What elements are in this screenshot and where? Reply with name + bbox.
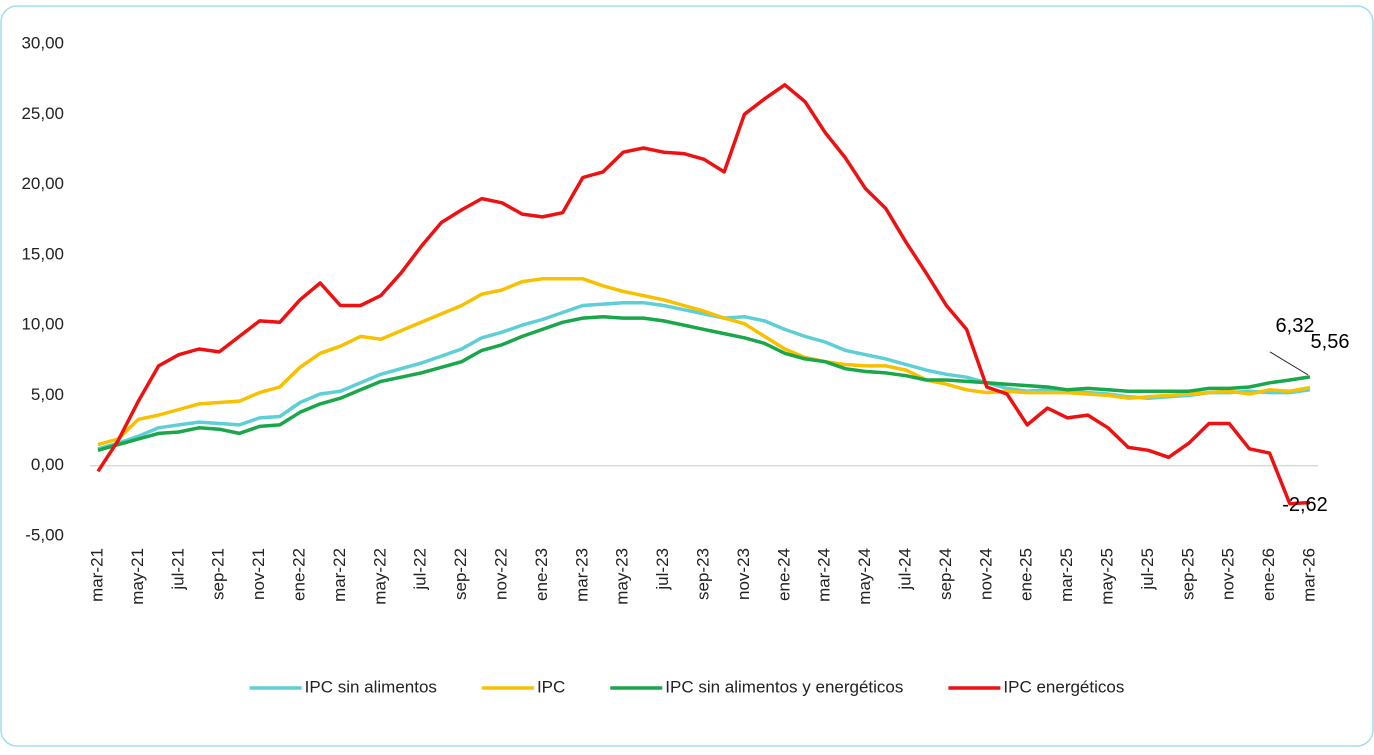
legend-label: IPC [537, 677, 565, 696]
legend: IPC sin alimentos IPC IPC sin alimentos y … [249, 677, 1124, 696]
x-tick-label: may-25 [1097, 548, 1116, 605]
y-tick-label: 0,00 [31, 455, 64, 474]
x-tick-label: ene-25 [1017, 548, 1036, 601]
series-line [97, 314, 1311, 452]
legend-label: IPC energéticos [1003, 677, 1124, 696]
x-tick-label: sep-23 [693, 548, 712, 600]
x-tick-label: nov-24 [976, 548, 995, 600]
legend-label: IPC sin alimentos [305, 677, 437, 696]
data-label: 5,56 [1311, 331, 1350, 353]
x-tick-label: ene-22 [289, 548, 308, 601]
data-label: 6,32 [1276, 315, 1315, 337]
series-line [97, 277, 1311, 447]
x-tick-label: sep-25 [1178, 548, 1197, 600]
x-tick-label: may-22 [370, 548, 389, 605]
x-tick-label: jul-23 [653, 548, 672, 591]
y-tick-label: 20,00 [21, 174, 64, 193]
x-tick-label: sep-22 [451, 548, 470, 600]
y-tick-label: 10,00 [21, 315, 64, 334]
x-tick-label: may-24 [855, 548, 874, 605]
x-tick-label: mar-23 [572, 548, 591, 602]
data-label: -2,62 [1282, 494, 1328, 516]
x-tick-label: ene-24 [774, 548, 793, 601]
y-tick-label: 25,00 [21, 104, 64, 123]
x-tick-label: jul-24 [895, 548, 914, 591]
y-tick-label: 30,00 [21, 33, 64, 52]
x-tick-label: nov-22 [491, 548, 510, 600]
x-tick-label: mar-22 [330, 548, 349, 602]
x-tick-label: ene-23 [532, 548, 551, 601]
x-tick-label: mar-26 [1299, 548, 1318, 602]
x-tick-label: nov-23 [734, 548, 753, 600]
y-tick-label: 15,00 [21, 244, 64, 263]
x-tick-label: mar-25 [1057, 548, 1076, 602]
y-tick-label: -5,00 [25, 525, 64, 544]
y-tick-label: 5,00 [31, 385, 64, 404]
chart-frame [0, 5, 1374, 747]
x-tick-label: jul-22 [411, 548, 430, 591]
x-tick-label: nov-21 [249, 548, 268, 600]
series-line [96, 83, 1311, 506]
x-tick-label: mar-24 [815, 548, 834, 602]
leader-line [1269, 351, 1309, 376]
x-tick-label: ene-26 [1259, 548, 1278, 601]
x-tick-label: may-21 [128, 548, 147, 605]
x-tick-label: mar-21 [87, 548, 106, 602]
x-tick-label: jul-25 [1138, 548, 1157, 591]
x-tick-label: sep-21 [209, 548, 228, 600]
x-tick-label: sep-24 [936, 548, 955, 600]
x-tick-label: jul-21 [168, 548, 187, 591]
legend-label: IPC sin alimentos y energéticos [665, 677, 903, 696]
x-tick-label: nov-25 [1219, 548, 1238, 600]
x-tick-label: may-23 [613, 548, 632, 605]
